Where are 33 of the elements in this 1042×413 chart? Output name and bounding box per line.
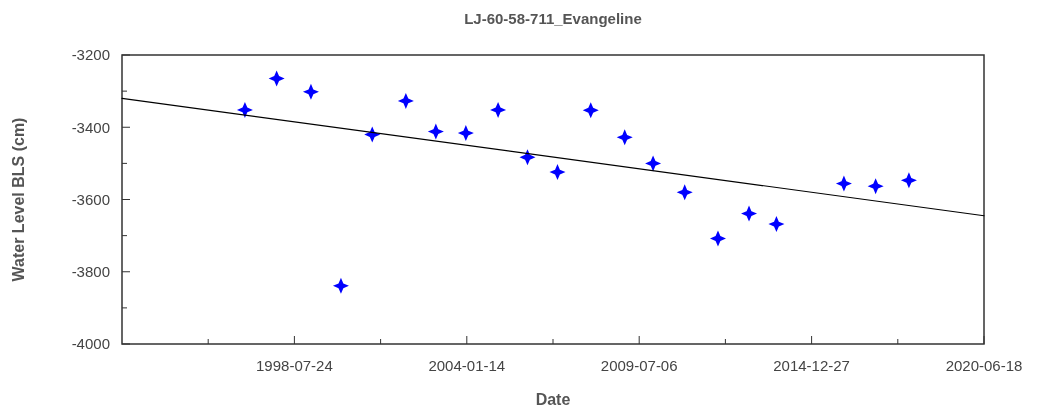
point [616, 129, 633, 146]
y-tick-label: -4000 [71, 335, 110, 353]
point [302, 83, 319, 100]
point [549, 164, 566, 181]
y-tick-label: -3400 [71, 118, 110, 136]
x-tick-label: 2009-07-06 [600, 357, 678, 374]
point [645, 155, 662, 172]
chart-title: LJ-60-58-711_Evangeline [464, 10, 642, 27]
x-tick-label: 2014-12-27 [773, 357, 850, 374]
y-axis-title: Water Level BLS (cm) [10, 117, 27, 282]
y-tick-label: -3200 [71, 46, 110, 64]
y-tick-label: -3800 [71, 263, 110, 280]
point [332, 277, 349, 294]
point [236, 101, 253, 118]
point [900, 172, 917, 189]
y-tick-label: -3600 [71, 190, 110, 208]
point [768, 216, 785, 233]
point [427, 123, 444, 140]
x-tick-label: 2020-06-18 [945, 357, 1023, 374]
x-axis-title: Date [535, 391, 571, 408]
point [519, 149, 536, 166]
point [490, 101, 507, 118]
point [397, 92, 414, 109]
x-tick-label: 2004-01-14 [428, 357, 506, 374]
point [582, 102, 599, 119]
point [676, 184, 693, 201]
point [268, 70, 285, 87]
point [835, 175, 852, 192]
point [709, 230, 726, 247]
point [867, 178, 884, 195]
point [741, 205, 758, 222]
x-tick-label: 1998-07-24 [256, 357, 333, 374]
point [457, 125, 474, 142]
